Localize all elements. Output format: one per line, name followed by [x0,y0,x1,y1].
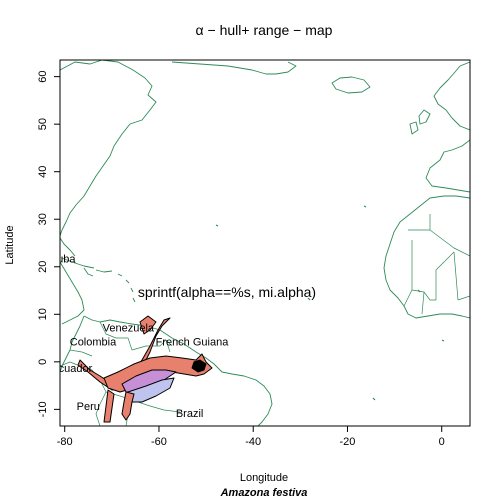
country-label: Peru [77,401,100,413]
range-polygon-light [127,377,175,403]
plot-frame [59,59,471,427]
country-label: Ecuador [51,363,92,375]
south-america-coastline [83,315,273,426]
y-tick-label: 40 [37,166,49,178]
y-tick-label: 10 [37,308,49,320]
y-tick-label: 0 [37,359,49,365]
y-tick-label: -10 [37,401,49,417]
y-tick-label: 60 [37,71,49,83]
range-polygon-tributary [103,389,115,423]
y-axis: -10 0 10 20 30 40 50 60 [37,71,60,417]
x-tick-label: -20 [340,436,356,448]
central-america-coastline [60,261,85,325]
y-tick-label: 20 [37,261,49,273]
country-label: Brazil [176,408,204,420]
europe-coastline [409,61,470,193]
country-labels: Cuba Venezuela Colombia French Guiana Ecuado… [49,254,230,420]
x-tick-label: -80 [57,436,73,448]
florida-coastline [60,237,76,257]
y-tick-label: 30 [37,213,49,225]
africa-coastline [383,195,470,319]
iceland-coastline [331,76,371,94]
x-tick-label: -60 [151,436,167,448]
north-america-coastline [60,60,157,237]
x-tick-label: -40 [245,436,261,448]
y-axis-label: Latitude [4,225,16,264]
country-label: French Guiana [156,337,230,349]
alpha-annotation: sprintf(alpha==%s, mi.alpha) [138,284,316,300]
small-islands [215,205,445,401]
species-caption: Amazona festiva [220,487,308,499]
greenland-coastline [171,61,297,75]
country-label: Venezuela [103,322,155,334]
x-axis-label: Longitude [240,472,288,484]
caribbean-islands [61,257,136,303]
country-label: Cuba [49,254,76,266]
range-polygon-mouth [191,359,207,373]
country-label: Colombia [70,337,117,349]
x-tick-label: 0 [439,436,445,448]
range-polygon-south [121,391,135,421]
range-polygon-north [139,315,157,335]
chart-title: α − hull+ range − map [196,22,333,38]
africa-borders [403,214,470,315]
x-axis: -80 -60 -40 -20 0 [57,426,445,448]
y-tick-label: 50 [37,118,49,130]
range-polygons [77,315,213,423]
